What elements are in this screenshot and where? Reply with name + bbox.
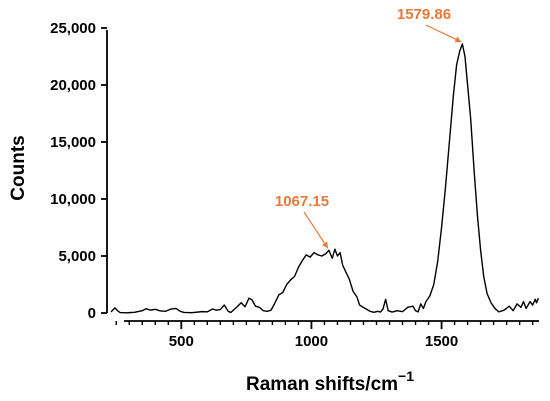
- spectrum-line: [110, 43, 540, 314]
- x-tick-label: 1500: [425, 333, 458, 350]
- x-axis-title-superscript: −1: [398, 368, 414, 384]
- peak-arrow-head: [321, 241, 328, 249]
- y-tick-label: 15,000: [50, 134, 96, 151]
- x-tick-label: 1000: [295, 333, 328, 350]
- x-axis-title-main: Raman shifts/cm: [246, 374, 398, 395]
- y-axis-title: Counts: [8, 135, 29, 200]
- y-tick-label: 5,000: [58, 248, 96, 265]
- ticks: 0 5,000 10,000 15,000 20,000 25,000 500 1000 150…: [50, 20, 534, 350]
- y-tick-label: 20,000: [50, 77, 96, 94]
- y-tick-label: 0: [88, 305, 96, 322]
- peak-arrow-line: [303, 211, 329, 249]
- x-axis-title: Raman shifts/cm−1: [246, 368, 414, 395]
- peak-arrow-line: [425, 24, 462, 43]
- peak-label: 1067.15: [275, 193, 329, 210]
- y-tick-label: 10,000: [50, 191, 96, 208]
- peak-arrow-head: [454, 36, 462, 43]
- peak-annotations: 1067.15 1579.86: [275, 6, 462, 249]
- axes: [106, 30, 539, 322]
- peak-label: 1579.86: [397, 6, 451, 23]
- x-tick-label: 500: [169, 333, 194, 350]
- y-tick-label: 25,000: [50, 20, 96, 37]
